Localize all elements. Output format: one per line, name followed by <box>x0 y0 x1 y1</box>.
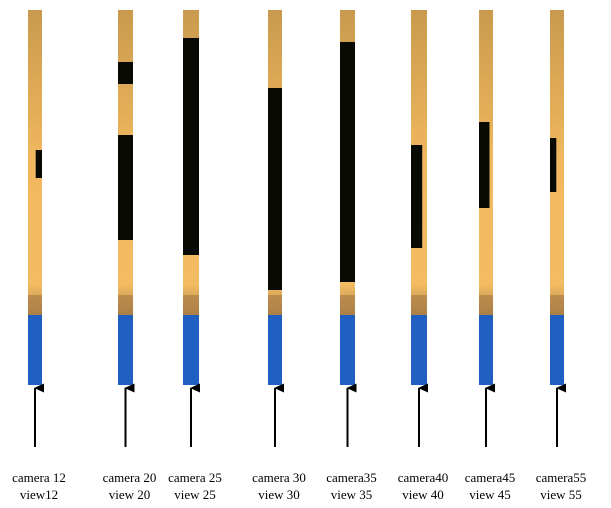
sky-strip <box>550 315 564 385</box>
camera-label: camera40 <box>398 470 449 485</box>
view-label: view12 <box>20 487 58 502</box>
sky-strip <box>411 315 427 385</box>
camera-label: camera 12 <box>12 470 66 485</box>
occlusion <box>118 135 133 240</box>
sky-strip <box>268 315 282 385</box>
sky-strip <box>118 315 133 385</box>
view-label: view 25 <box>174 487 216 502</box>
ground-band <box>28 295 42 315</box>
ground-band <box>479 295 493 315</box>
occlusion <box>340 42 355 282</box>
sand-strip <box>550 10 564 315</box>
occlusion <box>479 122 490 208</box>
ground-band <box>268 295 282 315</box>
sky-strip <box>340 315 355 385</box>
camera-label: camera55 <box>536 470 587 485</box>
ground-band <box>550 295 564 315</box>
camera-label: camera35 <box>326 470 377 485</box>
occlusion <box>118 62 133 84</box>
camera-label: camera45 <box>465 470 516 485</box>
view-label: view 45 <box>469 487 511 502</box>
view-label: view 55 <box>540 487 582 502</box>
view-label: view 40 <box>402 487 444 502</box>
view-label: view 35 <box>331 487 373 502</box>
sky-strip <box>28 315 42 385</box>
ground-band <box>340 295 355 315</box>
occlusion <box>550 138 557 192</box>
sky-strip <box>479 315 493 385</box>
sky-strip <box>183 315 199 385</box>
camera-label: camera 30 <box>252 470 306 485</box>
camera-label: camera 25 <box>168 470 222 485</box>
ground-band <box>118 295 133 315</box>
ground-band <box>411 295 427 315</box>
view-label: view 30 <box>258 487 300 502</box>
camera-label: camera 20 <box>103 470 157 485</box>
ground-band <box>183 295 199 315</box>
sand-strip <box>28 10 42 315</box>
occlusion <box>268 88 282 290</box>
occlusion <box>411 145 423 248</box>
view-label: view 20 <box>109 487 151 502</box>
occlusion <box>35 150 42 178</box>
occlusion <box>183 38 199 255</box>
